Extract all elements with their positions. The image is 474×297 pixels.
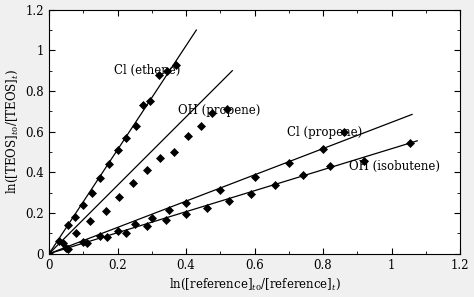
Text: Cl (ethene): Cl (ethene) [114, 64, 181, 77]
X-axis label: ln([reference]$_{t0}$/[reference]$_t$): ln([reference]$_{t0}$/[reference]$_t$) [169, 277, 340, 292]
Y-axis label: ln([TEOS]$_{t0}$/[TEOS]$_t$): ln([TEOS]$_{t0}$/[TEOS]$_t$) [5, 69, 20, 194]
Text: OH (isobutene): OH (isobutene) [349, 160, 440, 173]
Text: Cl (propene): Cl (propene) [287, 126, 362, 139]
Text: OH (propene): OH (propene) [177, 105, 260, 117]
